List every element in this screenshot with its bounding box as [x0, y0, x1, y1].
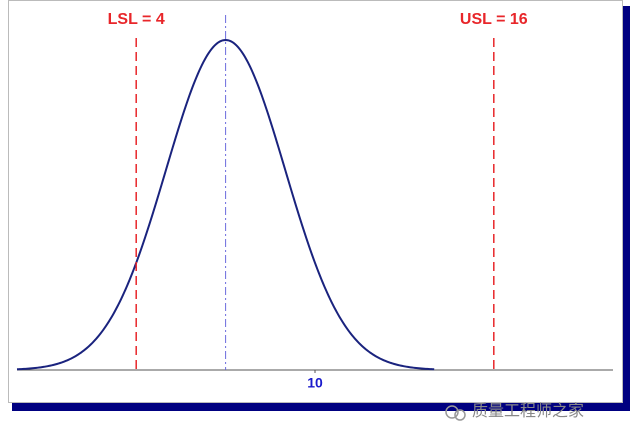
- watermark-icon: [454, 409, 466, 421]
- x-tick-label: 10: [307, 375, 323, 391]
- plot-frame: [8, 0, 623, 403]
- frame-shadow: [622, 6, 630, 411]
- watermark-text: 质量工程师之家: [472, 402, 584, 420]
- distribution-curve: [16, 38, 435, 371]
- watermark: 质量工程师之家: [445, 402, 584, 421]
- watermark-icon: [445, 405, 459, 419]
- spec-limit-label: LSL = 4: [108, 11, 165, 28]
- frame-shadow: [12, 402, 630, 411]
- spec-limit-label: USL = 16: [460, 11, 528, 28]
